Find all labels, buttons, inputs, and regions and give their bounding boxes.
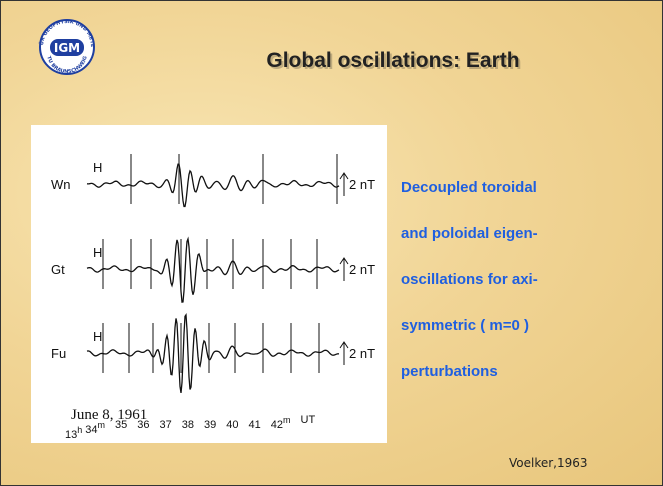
figure-date: June 8, 1961 — [71, 407, 147, 423]
station-label: Fu — [51, 346, 66, 361]
description-line: oscillations for axi- — [401, 271, 538, 288]
station-label: Wn — [51, 177, 71, 192]
station-label: Gt — [51, 262, 65, 277]
component-label: H — [93, 160, 102, 175]
description-line: symmetric ( m=0 ) — [401, 317, 529, 334]
logo: INSTITUT FÜR GEOPHYSIK UND METEOROLOGIE … — [1, 1, 95, 75]
time-unit: m — [283, 415, 291, 425]
time-label: 37 — [160, 419, 172, 431]
logo-text: IGM — [54, 41, 80, 55]
time-label: 40 — [226, 419, 238, 431]
time-label: 42 — [271, 419, 283, 431]
description-line: and poloidal eigen- — [401, 225, 538, 242]
component-label: H — [93, 245, 102, 260]
time-label: 38 — [182, 419, 194, 431]
slide: INSTITUT FÜR GEOPHYSIK UND METEOROLOGIE … — [0, 0, 663, 486]
description-line: Decoupled toroidal — [401, 179, 537, 196]
scale-label: 2 nT — [349, 177, 375, 192]
time-label: UT — [301, 414, 316, 426]
time-unit: h — [77, 425, 82, 435]
time-label: 41 — [249, 419, 261, 431]
time-unit: m — [98, 420, 106, 430]
time-label: 36 — [137, 419, 149, 431]
description: Decoupled toroidal and poloidal eigen-osc… — [401, 179, 538, 380]
citation: Voelker,1963 — [509, 456, 588, 470]
scale-label: 2 nT — [349, 346, 375, 361]
title: Global oscillations: Earth — [266, 49, 519, 72]
component-label: H — [93, 329, 102, 344]
figure-panel — [31, 125, 387, 443]
time-label: 39 — [204, 419, 216, 431]
time-label: 34 — [85, 424, 97, 436]
time-label: 13 — [65, 429, 77, 441]
description-line: perturbations — [401, 363, 498, 380]
scale-label: 2 nT — [349, 262, 375, 277]
slide-canvas: INSTITUT FÜR GEOPHYSIK UND METEOROLOGIE … — [1, 1, 662, 485]
time-label: 35 — [115, 419, 127, 431]
